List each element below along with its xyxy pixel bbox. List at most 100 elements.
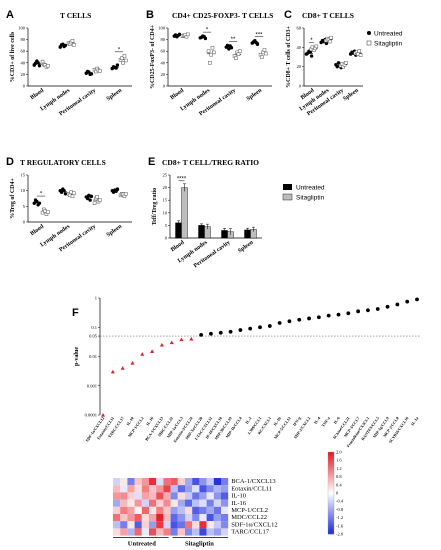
y-tick-label: 20 xyxy=(163,185,168,190)
data-point-significant xyxy=(130,360,135,365)
heatmap-cell xyxy=(185,506,193,514)
panel-e: E CD8+ T CELL/TREG RATIO 0 5 10 15 20 25 Teff/Tr… xyxy=(148,156,325,269)
data-point-sitagliptin xyxy=(264,51,268,56)
heatmap-cell xyxy=(141,528,149,536)
colorbar-segment xyxy=(328,462,334,465)
y-tick-label: 0 xyxy=(165,236,168,241)
panel-letter: A xyxy=(6,9,14,21)
data-point-nonsignificant xyxy=(209,331,213,336)
heatmap-cell xyxy=(156,492,164,500)
significance-label: * xyxy=(206,28,209,34)
heatmap-cell xyxy=(134,528,142,536)
heatmap-cell xyxy=(120,492,128,500)
heatmap-row-label: Eotaxin/CCL11 xyxy=(231,485,272,492)
heatmap-cell xyxy=(149,478,157,486)
heatmap-cell xyxy=(141,478,149,486)
data-point-sitagliptin xyxy=(238,49,242,53)
panel-title: CD4+ CD25-FOXP3- T CELLS xyxy=(172,11,273,20)
heatmap-cell xyxy=(141,521,149,529)
heatmap-cell xyxy=(206,492,214,500)
heatmap-cell xyxy=(170,521,178,529)
colorbar-segment xyxy=(328,521,334,525)
data-point-untreated xyxy=(62,188,66,193)
heatmap-cell xyxy=(199,506,207,514)
significance-label: * xyxy=(310,38,313,44)
heatmap-cell xyxy=(156,506,164,514)
heatmap-cell xyxy=(149,528,157,536)
heatmap-cell xyxy=(221,485,229,493)
data-point-nonsignificant xyxy=(287,319,292,324)
data-point-untreated xyxy=(88,198,92,202)
data-point-untreated xyxy=(308,50,313,54)
heatmap-cell xyxy=(206,478,214,486)
x-tick-label: IFN-g xyxy=(292,416,302,427)
heatmap-cell xyxy=(134,499,142,507)
colorbar-segment xyxy=(328,454,334,457)
y-tick-label: 60 xyxy=(297,26,302,31)
heatmap-cell xyxy=(192,492,200,500)
data-point-untreated xyxy=(324,41,329,46)
heatmap-cell xyxy=(134,514,142,522)
data-point-nonsignificant xyxy=(346,311,351,316)
panel-letter: D xyxy=(6,156,14,168)
heatmap-cell xyxy=(113,485,121,493)
y-tick-label: 0.1 xyxy=(91,325,97,330)
data-point-sitagliptin xyxy=(329,35,333,40)
group-label: Sitagliptin xyxy=(185,541,214,548)
colorbar-segment xyxy=(328,501,334,504)
colorbar-segment xyxy=(328,511,334,514)
legend-top: Untreated Sitagliptin xyxy=(366,31,403,48)
heatmap-cell xyxy=(221,492,229,500)
heatmap-cell xyxy=(134,485,142,493)
heatmap-cell xyxy=(177,499,185,507)
heatmap-cell xyxy=(170,492,178,500)
data-point-sitagliptin xyxy=(262,48,267,52)
heatmap-cell xyxy=(120,514,128,522)
colorbar-segment xyxy=(328,460,334,463)
data-point-untreated xyxy=(32,201,36,205)
data-point-sitagliptin xyxy=(210,45,215,50)
heatmap-cell xyxy=(213,478,221,486)
heatmap-cell xyxy=(192,528,200,536)
heatmap-cell xyxy=(199,514,207,522)
panel-letter: F xyxy=(72,307,79,319)
x-tick-label: IL-16 xyxy=(145,416,155,427)
data-point-sitagliptin xyxy=(328,39,332,44)
heatmap-cell xyxy=(199,492,207,500)
heatmap-cell xyxy=(177,528,185,536)
data-point-sitagliptin xyxy=(124,58,128,63)
category-label: Spleen xyxy=(106,87,124,102)
y-tick-label: 0.05 xyxy=(89,334,98,339)
y-axis-label: %CD8+ T cells of CD3+ xyxy=(286,25,292,88)
data-point-significant xyxy=(110,369,115,374)
colorbar-segment xyxy=(328,478,334,481)
colorbar-tick-label: 0.8 xyxy=(336,474,342,479)
colorbar-segment xyxy=(328,488,334,492)
heatmap-cell xyxy=(206,506,214,514)
heatmap-row-label: SDF-1α/CXCL12 xyxy=(231,521,277,528)
y-tick-label: 40 xyxy=(161,60,166,65)
legend-marker-sitagliptin xyxy=(366,40,372,46)
heatmap-cell xyxy=(199,528,207,536)
data-point-sitagliptin xyxy=(236,52,241,56)
heatmap-cell xyxy=(213,528,221,536)
colorbar-segment xyxy=(328,509,334,512)
heatmap-cell xyxy=(206,485,214,493)
significance-label: * xyxy=(118,47,121,53)
colorbar-tick-label: 2.0 xyxy=(336,450,342,455)
heatmap-cell xyxy=(134,478,142,486)
data-point-nonsignificant xyxy=(326,313,331,318)
colorbar-segment xyxy=(328,523,334,527)
colorbar-segment xyxy=(328,480,334,484)
colorbar-segment xyxy=(328,464,334,467)
colorbar-segment xyxy=(328,503,334,506)
y-tick-label: 40 xyxy=(21,60,26,65)
heatmap-cell xyxy=(156,478,164,486)
data-point-sitagliptin xyxy=(46,210,50,214)
y-axis-label: Teff/Treg ratio xyxy=(152,188,158,225)
legend-marker-untreated xyxy=(283,184,292,190)
data-point-sitagliptin xyxy=(122,54,127,58)
data-point-sitagliptin xyxy=(357,49,362,53)
heatmap-cell xyxy=(113,528,121,536)
panel-f: F0.00010.0010.010.050.11p-valueSDF-1a/CX… xyxy=(72,296,420,448)
